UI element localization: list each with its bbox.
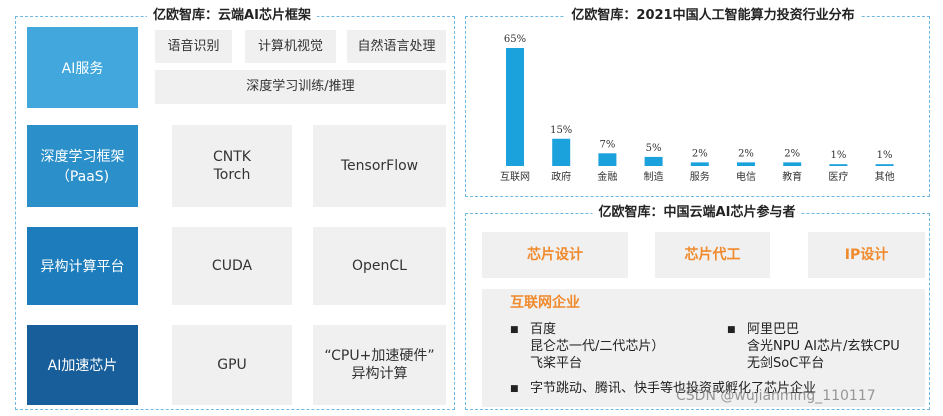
x-tick-label: 其他: [875, 170, 895, 183]
item-line: Torch: [213, 167, 251, 183]
bar: [783, 162, 802, 166]
company-line: 含光NPU AI芯片/玄铁CPU: [747, 339, 900, 354]
value-label: 65%: [504, 34, 526, 45]
chart: 65% 互联网 15% 政府 7% 金融 5% 制造 2% 服务 2% 电信 2% 教育 1% 医疗 1% 其他: [500, 34, 895, 183]
bar: [644, 156, 663, 166]
layer-label-line: （PaaS): [55, 169, 110, 185]
layer-label-line: 深度学习框架: [40, 149, 125, 165]
layer-label-line: AI加速芯片: [47, 358, 118, 374]
x-tick-label: 制造: [644, 170, 664, 183]
layer-label: AI加速芯片: [27, 325, 138, 405]
company-name: 阿里巴巴: [747, 322, 800, 337]
category-box: IP设计: [808, 232, 925, 278]
item-line: GPU: [217, 357, 247, 373]
item-line: CNTK: [213, 149, 251, 165]
value-label: 2%: [692, 148, 708, 159]
framework-item: TensorFlow: [313, 125, 446, 207]
bar: [875, 164, 894, 166]
layer-label: AI服务: [27, 27, 138, 108]
participants-title: 亿欧智库：中国云端AI芯片参与者: [592, 205, 802, 221]
item-line: 语音识别: [167, 38, 220, 54]
layer-label-line: AI服务: [61, 60, 104, 77]
item-line: 自然语言处理: [357, 38, 436, 54]
bar: [829, 164, 848, 166]
company-line: 飞桨平台: [530, 356, 583, 371]
framework-item: 深度学习训练/推理: [155, 70, 446, 104]
framework-item: GPU: [172, 325, 292, 405]
value-label: 7%: [599, 139, 615, 150]
value-label: 5%: [646, 143, 662, 154]
item-line: 计算机视觉: [257, 38, 323, 54]
x-tick-label: 医疗: [828, 170, 848, 183]
bar: [552, 138, 571, 166]
layer-label: 深度学习框架 （PaaS): [27, 125, 138, 207]
x-tick-label: 政府: [551, 170, 571, 183]
internet-box: [482, 289, 925, 407]
internet-note: 字节跳动、腾讯、快手等也投资或孵化了芯片企业: [530, 381, 817, 396]
framework-item: “CPU+加速硬件” 异构计算: [313, 325, 446, 405]
layer-label-line: 异构计算平台: [40, 259, 125, 275]
framework-item: 语音识别: [155, 30, 232, 63]
item-line: 异构计算: [351, 366, 408, 382]
x-tick-label: 电信: [736, 170, 756, 183]
item-line: OpenCL: [352, 258, 407, 274]
bullet: ■: [510, 325, 519, 335]
chart-title: 亿欧智库：2021中国人工智能算力投资行业分布: [565, 8, 861, 24]
bar: [737, 162, 755, 166]
framework-item: 自然语言处理: [347, 30, 446, 63]
x-tick-label: 教育: [782, 170, 802, 183]
bullet: ■: [510, 384, 519, 394]
value-label: 2%: [738, 148, 754, 159]
x-tick-label: 服务: [690, 170, 710, 183]
bullet: ■: [727, 325, 736, 335]
company-line: 无剑SoC平台: [747, 356, 825, 371]
company-name: 百度: [530, 322, 557, 337]
category-box: 芯片设计: [482, 232, 628, 278]
item-line: 深度学习训练/推理: [246, 79, 355, 94]
item-line: CUDA: [211, 258, 253, 274]
x-tick-label: 金融: [597, 170, 617, 183]
bar: [506, 48, 524, 166]
value-label: 1%: [877, 150, 893, 161]
watermark: CSDN @wujianming_110117: [676, 388, 876, 404]
framework-title: 亿欧智库：云端AI芯片框架: [147, 8, 317, 24]
framework-item: OpenCL: [313, 227, 446, 305]
framework-item: CUDA: [172, 227, 292, 305]
layer-label: 异构计算平台: [27, 227, 138, 305]
bar: [598, 153, 617, 166]
value-label: 1%: [830, 150, 846, 161]
category-box: 芯片代工: [655, 232, 770, 278]
internet-heading: 互联网企业: [510, 295, 580, 311]
framework-item: CNTK Torch: [172, 125, 292, 207]
item-line: “CPU+加速硬件”: [324, 348, 435, 364]
company-line: 昆仑芯一代/二代芯片）: [530, 339, 665, 354]
item-line: TensorFlow: [340, 158, 419, 174]
x-tick-label: 互联网: [500, 171, 530, 183]
bar: [690, 162, 709, 166]
value-label: 2%: [784, 148, 800, 159]
framework-item: 计算机视觉: [245, 30, 336, 63]
value-label: 15%: [550, 125, 572, 136]
